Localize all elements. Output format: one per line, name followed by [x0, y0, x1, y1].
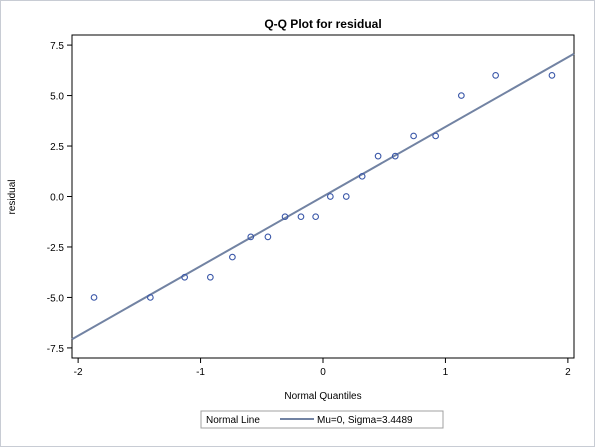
- data-point: [181, 273, 188, 281]
- data-point: [247, 233, 255, 241]
- data-point: [391, 152, 399, 160]
- x-tick-label: 1: [443, 367, 449, 378]
- y-tick-label: 5.0: [50, 92, 64, 103]
- chart-title: Q-Q Plot for residual: [264, 17, 381, 31]
- legend-box: [200, 410, 444, 429]
- y-axis-label: residual: [7, 179, 18, 214]
- x-axis: -2 -1 0 1 2: [74, 358, 571, 378]
- x-tick-label: 0: [320, 367, 326, 378]
- data-point: [229, 253, 236, 261]
- data-point: [312, 213, 320, 221]
- data-point: [458, 92, 465, 99]
- data-point: [90, 294, 98, 301]
- data-point: [358, 172, 366, 180]
- data-point: [147, 294, 154, 301]
- data-point: [264, 233, 272, 241]
- data-point: [410, 132, 417, 140]
- data-point: [207, 273, 214, 281]
- y-tick-label: 7.5: [50, 41, 64, 52]
- legend-entry-label: Mu=0, Sigma=3.4489: [317, 415, 413, 426]
- y-axis: -7.5 -5.0 -2.5 0.0 2.5 5.0 7.5: [47, 41, 72, 355]
- data-point: [326, 193, 334, 200]
- data-point: [342, 193, 350, 200]
- data-point: [297, 213, 305, 221]
- data-point: [281, 213, 289, 221]
- data-point: [374, 152, 382, 160]
- data-point: [432, 132, 439, 140]
- y-tick-label: -5.0: [47, 293, 65, 304]
- x-tick-label: 2: [565, 367, 571, 378]
- legend: Normal Line Mu=0, Sigma=3.4489: [200, 410, 444, 429]
- legend-title: Normal Line: [206, 415, 260, 426]
- normal-reference-line: [71, 52, 575, 341]
- x-tick-label: -1: [196, 367, 205, 378]
- data-point: [548, 72, 556, 79]
- y-tick-label: -2.5: [47, 243, 65, 254]
- y-tick-label: 0.0: [50, 193, 64, 204]
- y-tick-label: 2.5: [50, 142, 64, 153]
- data-point: [492, 72, 499, 79]
- x-tick-label: -2: [74, 367, 83, 378]
- y-tick-label: -7.5: [47, 344, 65, 355]
- plot-content: [71, 52, 575, 341]
- x-axis-label: Normal Quantiles: [284, 391, 361, 402]
